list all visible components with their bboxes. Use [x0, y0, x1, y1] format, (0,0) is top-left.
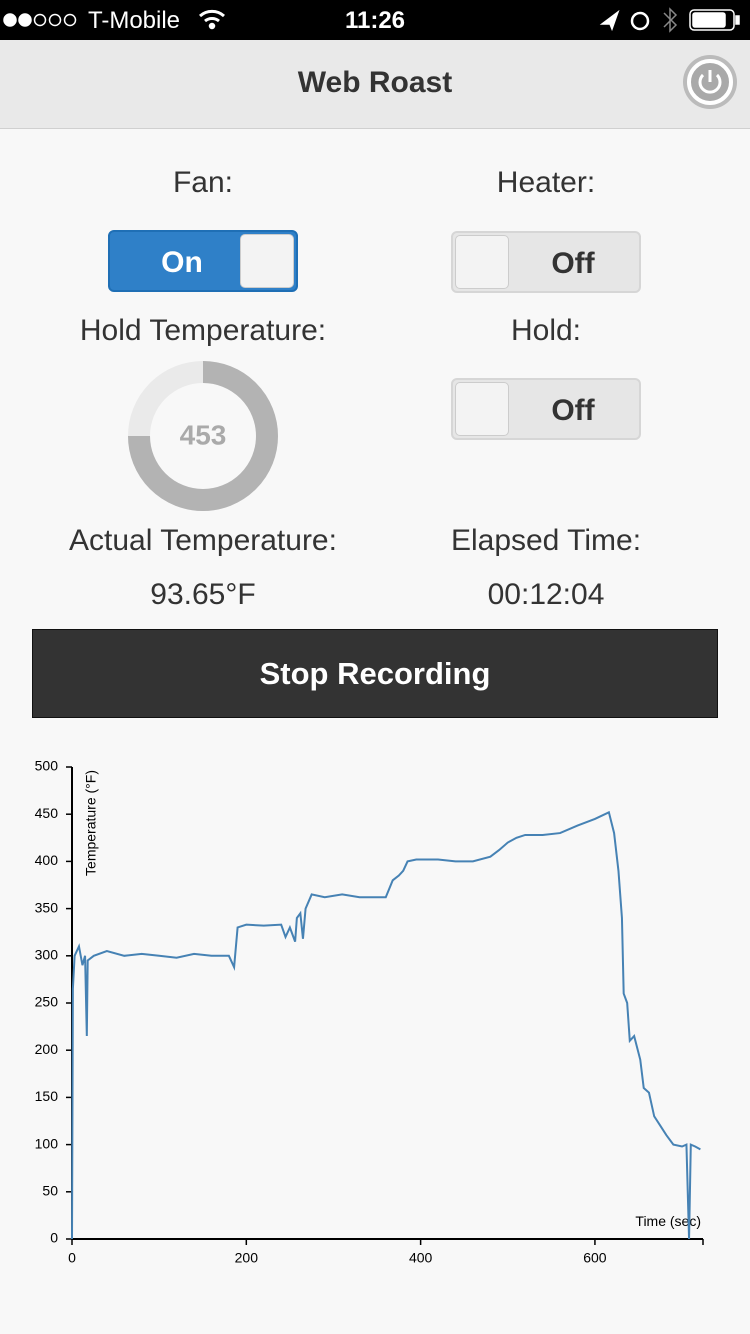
y-tick-label: 250	[35, 994, 59, 1010]
x-tick-label: 0	[68, 1250, 76, 1266]
status-bar: T-Mobile 11:26	[0, 0, 750, 40]
heater-label: Heater:	[496, 166, 596, 199]
toggle-text: Off	[551, 394, 595, 427]
y-tick-label: 500	[35, 758, 59, 774]
hold-temp-dial[interactable]: 453	[128, 361, 278, 511]
hold-temp-value: 453	[180, 419, 227, 450]
x-tick-label: 200	[235, 1250, 259, 1266]
x-tick-label: 600	[583, 1250, 607, 1266]
clock: 11:26	[344, 7, 406, 34]
fan-label: Fan:	[172, 166, 234, 199]
elapsed-value: 00:12:04	[487, 578, 605, 611]
carrier: T-Mobile	[88, 7, 181, 34]
hold-temp-label: Hold Temperature:	[79, 314, 327, 347]
app-title: Web Roast	[297, 66, 453, 99]
actual-temp-label: Actual Temperature:	[69, 524, 337, 557]
y-tick-label: 450	[35, 805, 59, 821]
y-axis-label: Temperature (°F)	[83, 770, 99, 876]
y-tick-label: 400	[35, 852, 59, 868]
elapsed-label: Elapsed Time:	[450, 524, 642, 557]
y-tick-label: 0	[50, 1230, 58, 1246]
y-tick-label: 200	[35, 1041, 59, 1057]
y-tick-label: 350	[35, 899, 59, 915]
hold-label: Hold:	[510, 314, 582, 347]
toggle-knob	[455, 235, 509, 289]
x-tick-label: 400	[409, 1250, 433, 1266]
status-icons	[3, 7, 740, 33]
heater-toggle[interactable]: Off	[451, 231, 641, 293]
x-axis-label: Time (sec)	[635, 1213, 701, 1229]
y-tick-label: 150	[35, 1088, 59, 1104]
y-tick-label: 50	[42, 1183, 58, 1199]
header: Web Roast	[0, 40, 750, 129]
toggle-text: On	[161, 246, 203, 279]
chart: Temperature (°F) Time (sec) 0 50 100 150 200…	[35, 758, 704, 1266]
power-button[interactable]	[680, 52, 740, 112]
stop-recording-button[interactable]: Stop Recording	[32, 629, 718, 718]
toggle-text: Off	[551, 247, 595, 280]
temperature-line	[71, 810, 701, 1240]
toggle-knob	[455, 382, 509, 436]
actual-temp-value: 93.65°F	[150, 578, 256, 611]
y-tick-label: 100	[35, 1135, 59, 1151]
toggle-knob	[240, 234, 294, 288]
y-tick-label: 300	[35, 947, 59, 963]
hold-toggle[interactable]: Off	[451, 378, 641, 440]
fan-toggle[interactable]: On	[108, 230, 298, 292]
